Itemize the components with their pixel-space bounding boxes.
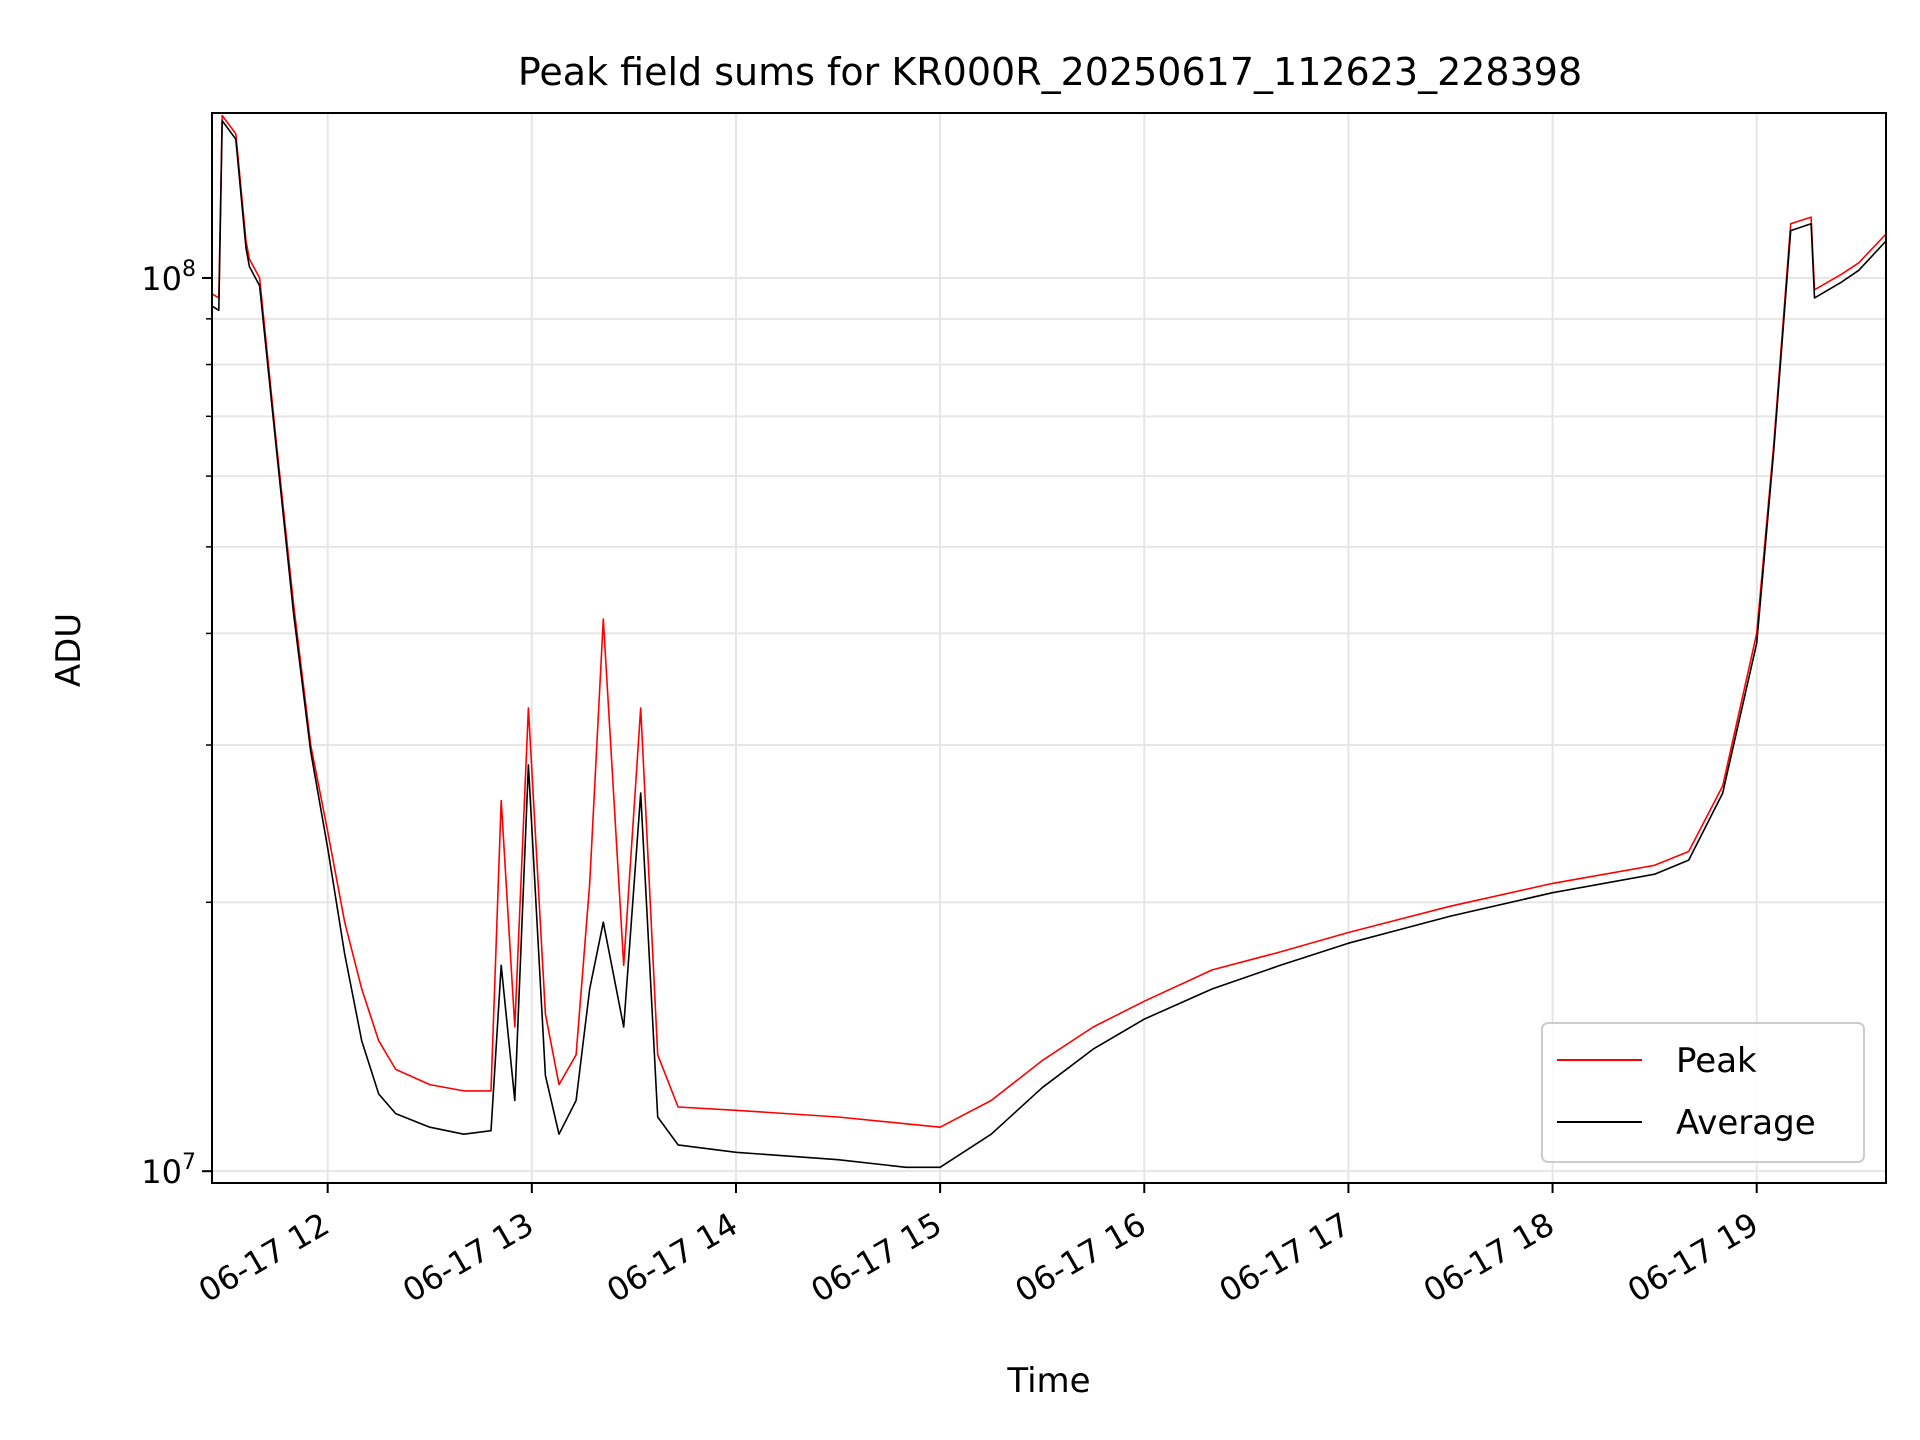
y-axis-label: ADU xyxy=(49,613,89,687)
y-tick-label: 107 xyxy=(141,1150,196,1191)
series-line-peak xyxy=(212,114,1886,1128)
grid xyxy=(212,113,1886,1183)
y-tick-label: 108 xyxy=(141,257,196,298)
plot-area-frame xyxy=(211,112,1887,1184)
chart-title: Peak field sums for KR000R_20250617_1126… xyxy=(518,50,1582,94)
y-tick-exponent: 8 xyxy=(182,257,196,282)
legend-label-peak: Peak xyxy=(1676,1041,1757,1081)
legend-label-average: Average xyxy=(1676,1103,1816,1143)
y-tick-exponent: 7 xyxy=(182,1150,196,1175)
y-tick-base: 10 xyxy=(141,260,182,298)
y-tick-base: 10 xyxy=(141,1153,182,1191)
plot-series xyxy=(212,114,1886,1169)
legend-box xyxy=(1541,1022,1865,1163)
x-axis-label: Time xyxy=(1006,1361,1090,1401)
series-line-average xyxy=(212,119,1886,1169)
legend: Peak Average xyxy=(1541,1022,1865,1163)
